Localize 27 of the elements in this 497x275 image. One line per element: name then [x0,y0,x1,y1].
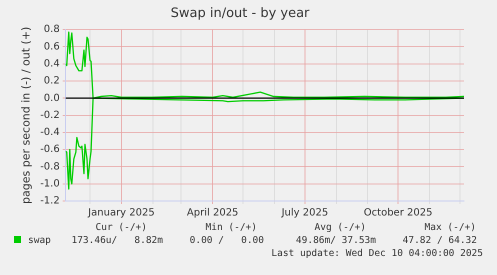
y-tick-label: 0.0 [44,92,60,104]
x-tick-label: July 2025 [280,208,328,219]
y-tick-label: -0.2 [40,110,60,121]
chart-title: Swap in/out - by year [170,6,310,22]
x-tick-label: April 2025 [186,208,238,219]
text: 0.00 / 0.00 [190,235,264,246]
y-tick-label: -1.0 [40,178,60,190]
y-tick-label: 0.8 [44,24,60,36]
text: 47.82 / 64.32 [402,235,477,246]
y-tick-label: 0.6 [44,41,60,52]
y-axis-title: pages per second in (-) / out (+) [19,26,32,204]
text: Cur (-/+) [96,222,147,233]
text: Min (-/+) [206,222,257,233]
y-tick-label: 0.4 [44,58,60,70]
text: 49.86m/ 37.53m [296,235,376,246]
text: Avg (-/+) [314,222,366,233]
y-tick-label: -0.6 [40,144,60,156]
text: Max (-/+) [424,222,476,233]
y-tick-label: -0.8 [40,161,60,172]
legend-label: swap [27,235,51,246]
y-tick-label: 0.2 [44,76,60,87]
x-tick-label: January 2025 [87,208,155,219]
y-tick-label: -1.2 [40,196,60,207]
text: Last update: Wed Dec 10 04:00:00 2025 [271,248,483,259]
y-tick-label: -0.4 [40,127,60,138]
x-tick-label: October 2025 [364,208,432,219]
text: 173.46u/ 8.82m [71,235,163,246]
